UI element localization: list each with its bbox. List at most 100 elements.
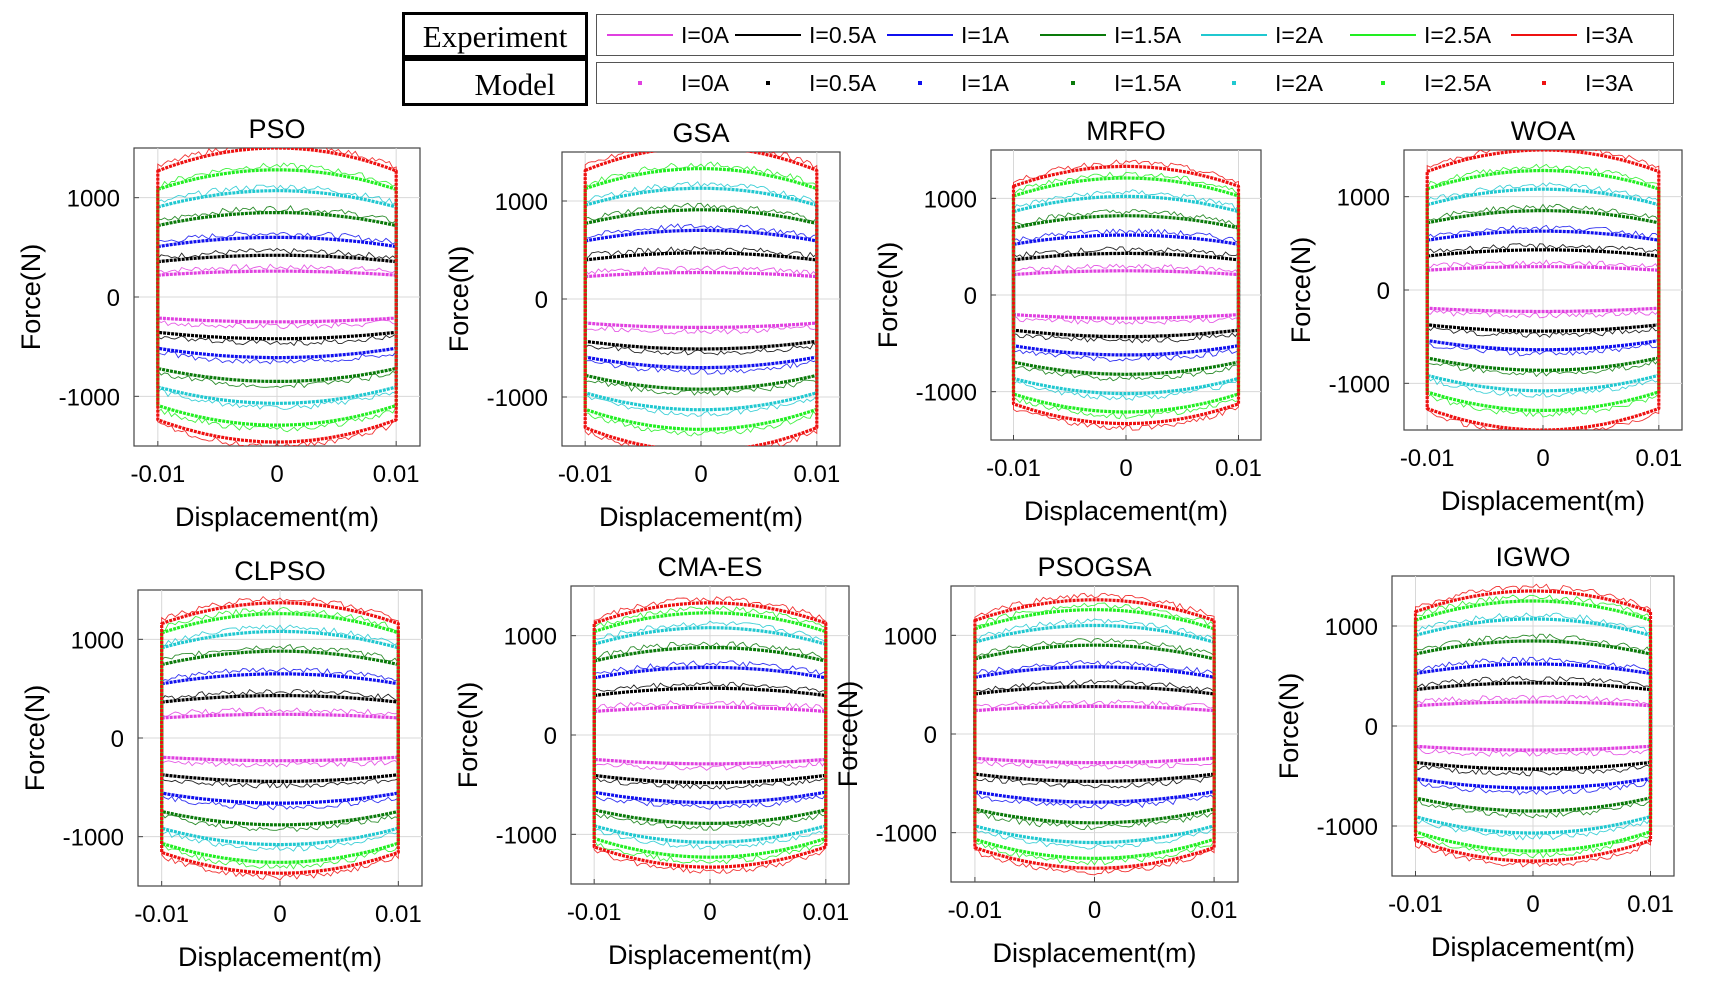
x-tick-label: 0 — [703, 899, 716, 926]
x-tick-label: 0.01 — [1635, 445, 1682, 472]
legend-experiment-entry: I=3A — [1511, 15, 1633, 55]
x-tick-label: 0 — [1119, 455, 1132, 482]
y-tick-label: 1000 — [1325, 614, 1378, 641]
legend-entry-label: I=3A — [1585, 69, 1633, 96]
y-tick-label: -1000 — [916, 380, 977, 407]
model-curve-I=0.5A — [1011, 251, 1241, 339]
x-tick-label: -0.01 — [558, 461, 613, 488]
x-axis-label: Displacement(m) — [175, 502, 379, 532]
curves — [973, 592, 1216, 876]
legend-entry-label: I=1.5A — [1114, 21, 1182, 48]
legend-dot-sample — [1511, 81, 1577, 85]
legend-line-sample — [1040, 34, 1106, 36]
legend-experiment-entry: I=1.5A — [1040, 15, 1181, 55]
legend-model-entry: I=1A — [887, 63, 1009, 103]
panel-clpso: -0.01 0 0.01 1000 0 -1000 CLPSO Displacement(m)… — [20, 556, 423, 972]
legend-model-entry: I=2A — [1201, 63, 1323, 103]
x-tick-label: -0.01 — [948, 897, 1003, 924]
y-axis-label: Force(N) — [444, 246, 474, 353]
panel-gsa: -0.01 0 0.01 1000 0 -1000 GSA Displacement(m) Fo… — [444, 118, 841, 532]
panel-title: MRFO — [1086, 116, 1165, 146]
legend-experiment-label: Experiment — [402, 12, 588, 58]
legend-dot-sample — [887, 81, 953, 85]
legend-model-entry: I=2.5A — [1350, 63, 1491, 103]
curves — [1425, 150, 1661, 430]
x-tick-label: -0.01 — [986, 455, 1041, 482]
legend-experiment-entry: I=0.5A — [735, 15, 876, 55]
y-tick-label: 0 — [535, 287, 548, 314]
model-curve-I=2.5A — [160, 612, 400, 864]
legend-dot-sample — [1201, 81, 1267, 85]
y-tick-label: 0 — [107, 285, 120, 312]
y-tick-label: 0 — [1377, 278, 1390, 305]
legend-experiment-entry: I=2A — [1201, 15, 1323, 55]
legend-entry-label: I=0A — [681, 21, 729, 48]
x-tick-label: 0 — [1526, 891, 1539, 918]
panel-title: CLPSO — [234, 556, 326, 586]
legend-experiment-entry: I=1A — [887, 15, 1009, 55]
legend-model-entry: I=3A — [1511, 63, 1633, 103]
panel-title: WOA — [1511, 116, 1576, 146]
x-tick-label: 0 — [273, 901, 286, 928]
legend-experiment-entry: I=2.5A — [1350, 15, 1491, 55]
legend-line-sample — [887, 34, 953, 36]
x-tick-label: 0.01 — [373, 461, 420, 488]
y-tick-label: -1000 — [876, 821, 937, 848]
x-tick-label: 0.01 — [1215, 455, 1262, 482]
panel-mrfo: -0.01 0 0.01 1000 0 -1000 MRFO Displacement(m) F… — [873, 116, 1262, 526]
y-tick-label: 1000 — [884, 623, 937, 650]
y-axis-label: Force(N) — [16, 244, 46, 351]
curves — [1413, 583, 1653, 868]
y-axis-label: Force(N) — [873, 242, 903, 349]
y-tick-label: -1000 — [63, 825, 124, 852]
curves — [592, 596, 828, 874]
legend-model-entry: I=1.5A — [1040, 63, 1181, 103]
curves — [583, 152, 819, 446]
x-tick-label: 0.01 — [793, 461, 840, 488]
model-curve-I=0A — [973, 704, 1216, 765]
y-tick-label: 1000 — [71, 627, 124, 654]
legend-dot-sample — [1350, 81, 1416, 85]
y-tick-label: 1000 — [504, 624, 557, 651]
legend-entry-label: I=1A — [961, 21, 1009, 48]
x-tick-label: -0.01 — [134, 901, 189, 928]
panel-title: PSO — [248, 114, 305, 144]
model-curve-I=3A — [583, 152, 819, 446]
legend-entry-label: I=2.5A — [1424, 21, 1492, 48]
panel-title: CMA-ES — [657, 552, 762, 582]
legend-line-sample — [607, 34, 673, 36]
y-tick-label: 1000 — [924, 186, 977, 213]
legend-entry-label: I=2A — [1275, 69, 1323, 96]
legend-model-entry: I=0.5A — [735, 63, 876, 103]
y-tick-label: -1000 — [487, 385, 548, 412]
y-axis-label: Force(N) — [453, 682, 483, 789]
x-tick-label: -0.01 — [567, 899, 622, 926]
model-curve-I=3A — [1413, 589, 1653, 863]
model-curve-I=1.5A — [156, 211, 398, 383]
model-curve-I=1A — [160, 672, 400, 805]
legend-entry-label: I=0.5A — [809, 21, 877, 48]
y-axis-label: Force(N) — [833, 681, 863, 788]
x-tick-label: 0 — [270, 461, 283, 488]
x-axis-label: Displacement(m) — [1431, 932, 1635, 962]
model-curve-I=3A — [1011, 164, 1241, 426]
x-tick-label: -0.01 — [1400, 445, 1455, 472]
legend-dot-sample — [607, 81, 673, 85]
legend-entry-label: I=2.5A — [1424, 69, 1492, 96]
y-axis-label: Force(N) — [1286, 237, 1316, 344]
legend-model-label: Model — [402, 58, 588, 106]
experiment-curve-I=3A — [584, 152, 818, 446]
y-tick-label: -1000 — [496, 822, 557, 849]
y-axis-label: Force(N) — [1274, 673, 1304, 780]
x-tick-label: 0.01 — [375, 901, 422, 928]
x-tick-label: -0.01 — [1388, 891, 1443, 918]
panel-woa: -0.01 0 0.01 1000 0 -1000 WOA Displacement(m) Fo… — [1286, 116, 1683, 516]
x-axis-label: Displacement(m) — [1024, 496, 1228, 526]
model-curve-I=0A — [1413, 700, 1653, 752]
x-axis-label: Displacement(m) — [1441, 486, 1645, 516]
legend-entry-label: I=0.5A — [809, 69, 877, 96]
panel-title: IGWO — [1496, 542, 1571, 572]
panel-psogsa: -0.01 0 0.01 1000 0 -1000 PSOGSA Displacement(m… — [833, 552, 1239, 968]
y-tick-label: -1000 — [1317, 814, 1378, 841]
y-tick-label: 0 — [1365, 714, 1378, 741]
